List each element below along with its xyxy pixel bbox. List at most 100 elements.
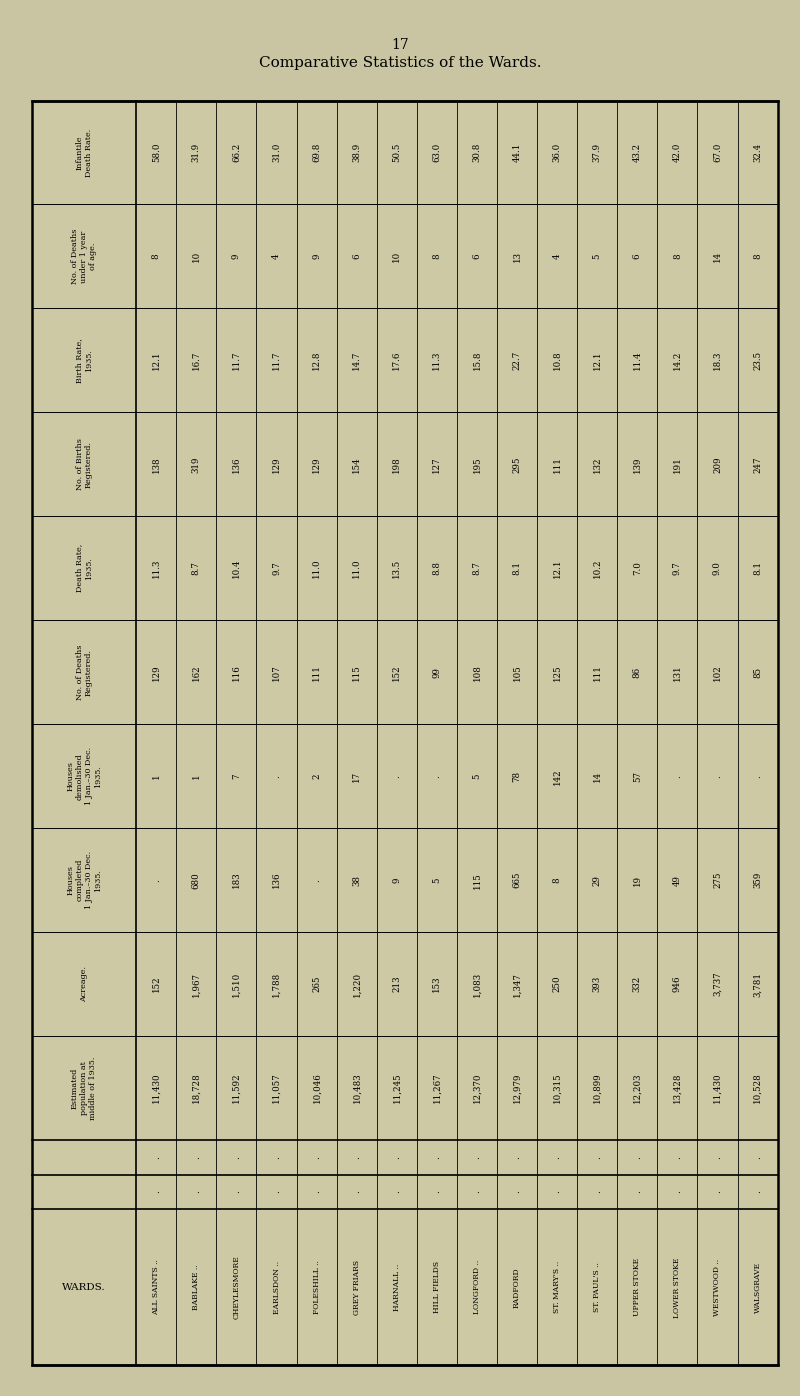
Text: .: . [152,1156,161,1159]
Text: 14: 14 [593,771,602,782]
Text: GREY FRIARS: GREY FRIARS [353,1259,361,1315]
Text: 16.7: 16.7 [192,350,201,370]
Text: 12,203: 12,203 [633,1074,642,1103]
Text: 15.8: 15.8 [473,350,482,370]
Text: 11,245: 11,245 [392,1072,402,1103]
Text: 13.5: 13.5 [392,558,402,578]
Text: 3,737: 3,737 [713,972,722,997]
Text: Comparative Statistics of the Wards.: Comparative Statistics of the Wards. [258,56,542,70]
Text: 38: 38 [352,875,361,885]
Text: 23.5: 23.5 [753,350,762,370]
Text: .: . [312,1156,321,1159]
Text: 111: 111 [553,456,562,473]
Text: 12.1: 12.1 [553,558,562,578]
Text: WALSGRAVE: WALSGRAVE [754,1262,762,1312]
Text: 359: 359 [753,872,762,888]
Text: 58.0: 58.0 [152,142,161,162]
Text: 131: 131 [673,664,682,681]
Text: 1,347: 1,347 [513,972,522,997]
Text: .: . [272,1191,281,1194]
Text: 129: 129 [312,456,321,473]
Text: 680: 680 [192,871,201,888]
Text: Estimated
population at
middle of 1935.: Estimated population at middle of 1935. [71,1057,98,1120]
Text: FOLESHILL ..: FOLESHILL .. [313,1261,321,1314]
Text: 10.8: 10.8 [553,350,562,370]
Text: .: . [232,1156,241,1159]
Text: 5: 5 [432,878,442,882]
Text: 7: 7 [232,773,241,779]
Text: .: . [152,1191,161,1194]
Text: 1: 1 [192,773,201,779]
Text: Houses
completed
1 Jan.–30 Dec.
1935.: Houses completed 1 Jan.–30 Dec. 1935. [66,852,102,909]
Text: 136: 136 [232,456,241,473]
Text: 8.7: 8.7 [192,561,201,575]
Text: 6: 6 [473,254,482,260]
Text: 10,315: 10,315 [553,1072,562,1103]
Text: 49: 49 [673,875,682,885]
Text: 11,592: 11,592 [232,1072,241,1103]
Text: 14.7: 14.7 [352,350,361,370]
Text: .: . [713,775,722,778]
Text: 9: 9 [232,254,241,260]
Text: 17: 17 [352,771,361,782]
Text: 10,899: 10,899 [593,1072,602,1103]
Text: .: . [352,1191,361,1194]
Text: 11.7: 11.7 [232,350,241,370]
Text: .: . [473,1191,482,1194]
Text: 393: 393 [593,976,602,993]
Text: 6: 6 [633,254,642,260]
Text: 85: 85 [753,667,762,678]
Text: 139: 139 [633,456,642,473]
Text: .: . [232,1191,241,1194]
Text: 8.1: 8.1 [753,561,762,575]
Text: 17: 17 [391,38,409,52]
Text: .: . [392,775,402,778]
Text: 32.4: 32.4 [753,142,762,162]
Text: 125: 125 [553,664,562,681]
Text: 9: 9 [392,878,402,882]
Text: 5: 5 [593,254,602,260]
Text: No. of Deaths
Registered.: No. of Deaths Registered. [75,645,93,699]
Text: RADFORD: RADFORD [513,1268,521,1308]
Text: 9.7: 9.7 [673,561,682,575]
Text: .: . [432,1191,442,1194]
Text: ST. PAUL'S ..: ST. PAUL'S .. [594,1262,602,1312]
Text: 3,781: 3,781 [753,972,762,997]
Text: 275: 275 [713,872,722,888]
Text: 1,510: 1,510 [232,972,241,997]
Text: .: . [312,1191,321,1194]
Text: 9: 9 [312,254,321,260]
Text: .: . [673,1191,682,1194]
Text: ST. MARY'S ..: ST. MARY'S .. [553,1261,561,1314]
Text: UPPER STOKE: UPPER STOKE [634,1258,642,1316]
Text: .: . [312,879,321,881]
Text: 12.1: 12.1 [152,350,161,370]
Text: 6: 6 [352,254,361,260]
Text: 86: 86 [633,667,642,678]
Text: .: . [553,1156,562,1159]
Text: 10,528: 10,528 [753,1072,762,1103]
Text: 8: 8 [673,254,682,260]
Text: 66.2: 66.2 [232,142,241,162]
Text: 8: 8 [553,877,562,884]
Text: 31.0: 31.0 [272,142,281,162]
Text: 10: 10 [192,251,201,262]
Text: .: . [593,1156,602,1159]
Text: 107: 107 [272,664,281,681]
Text: BABLAKE ..: BABLAKE .. [192,1265,200,1309]
Text: 78: 78 [513,771,522,782]
Text: 9.7: 9.7 [272,561,281,575]
Text: 1,083: 1,083 [473,972,482,997]
Text: .: . [633,1191,642,1194]
Text: 11.3: 11.3 [432,350,442,370]
Text: .: . [713,1191,722,1194]
Text: .: . [192,1156,201,1159]
Text: 57: 57 [633,771,642,782]
Text: .: . [633,1156,642,1159]
Text: 195: 195 [473,456,482,473]
Text: 11,057: 11,057 [272,1072,281,1103]
Text: .: . [432,1156,442,1159]
Text: 1: 1 [152,773,161,779]
Text: 10: 10 [392,251,402,262]
Text: 2: 2 [312,773,321,779]
